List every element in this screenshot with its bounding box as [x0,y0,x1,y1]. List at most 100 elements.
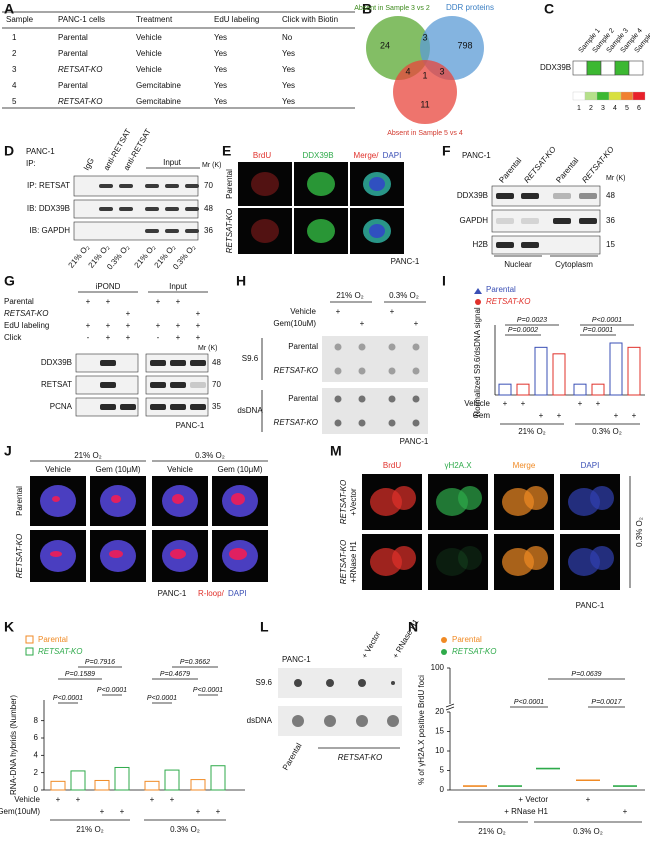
row-label: RETSAT-KO [339,480,348,524]
label: 0.3% O₂ [573,827,603,836]
dot [388,419,396,427]
sign: + [521,399,526,408]
p-value: P=0.0023 [517,317,547,324]
band [579,193,597,199]
band [190,382,206,388]
venn-set: Absent in Sample 3 vs 2 [354,5,430,12]
nucleus [458,486,482,510]
line-label: RETSAT-KO [274,366,318,375]
dot [412,367,420,375]
dot [388,395,396,403]
panel-letter: G [4,273,15,289]
sign: + [106,297,111,306]
y-tick-label: 6 [34,733,39,742]
sign: + [360,319,365,328]
label: PANC-1 [400,437,429,446]
legend-marker [25,647,34,656]
nucleus [590,546,614,570]
column-label: γH2A.X [444,461,472,470]
y-tick-label: 0 [34,785,39,794]
blot-label: GAPDH [460,216,489,225]
r-loop [170,549,186,559]
sign: + [126,321,131,330]
band [150,360,166,366]
nucleus [436,548,468,576]
table-cell: Yes [282,81,295,90]
legend-marker [441,637,447,643]
venn-count: 4 [405,66,410,76]
row-label: RETSAT-KO [225,209,234,253]
band [165,207,179,211]
blot-label: IP: RETSAT [27,181,70,190]
sign: + [126,333,131,342]
y-axis-label: % of γH2A.X positive BrdU foci [417,675,426,785]
table-cell: No [282,33,293,42]
blot [73,221,199,241]
bar [144,780,160,791]
blot [73,175,199,197]
label: Merge/ [354,151,380,160]
venn-count: 11 [420,99,429,109]
lane-label: RETSAT-KO [338,753,382,762]
blot [491,235,601,255]
dot-blot [322,336,428,382]
sign: + [86,297,91,306]
mw-label: 48 [212,358,221,367]
table-cell: Yes [282,97,295,106]
colorbar [572,91,586,101]
dot [358,343,366,351]
band [521,218,539,224]
table-cell: Parental [58,49,88,58]
blot-label: dsDNA [237,406,263,415]
table-header: Treatment [136,15,173,24]
table-cell: Vehicle [136,49,162,58]
dot [326,679,334,687]
sign: + [156,321,161,330]
table-header: Sample [6,15,34,24]
sign: + [156,297,161,306]
legend-marker [441,649,447,655]
p-value: P<0.0001 [193,687,223,694]
dot [334,367,342,375]
stain-label: R-loop/ [198,589,225,598]
condition-label: Vehicle [290,307,316,316]
p-value: P=0.7916 [85,659,115,666]
table-cell: 3 [12,65,17,74]
nucleus [251,172,279,196]
dot [334,343,342,351]
label: PANC-1 [576,601,605,610]
label: DAPI [383,151,402,160]
sign: - [157,333,160,342]
row-label: RETSAT-KO [339,540,348,584]
y-tick-label: 4 [34,750,39,759]
panel-letter: B [362,1,372,17]
condition-label: Gem [473,411,491,420]
band [496,193,514,199]
nucleus [392,486,416,510]
label: iPOND [96,282,121,291]
panel-letter: F [442,143,451,159]
panel-letter: L [260,619,269,635]
label: Input [169,282,188,291]
label: BrdU [253,151,271,160]
p-value: P<0.0001 [147,695,177,702]
p-value: P=0.3662 [180,659,210,666]
condition-label: Parental [4,297,34,306]
y-tick-label: 2 [34,768,39,777]
bar [70,770,86,791]
column-label: BrdU [383,461,401,470]
table-cell: Yes [214,81,227,90]
y-tick-label: 100 [431,663,445,672]
column-label: Vehicle [167,465,193,474]
band [185,184,199,188]
table-cell: RETSAT-KO [58,97,102,106]
label: PANC-1 [462,151,491,160]
band [190,360,206,366]
label: IP: [26,159,36,168]
label: 21% O₂ [336,291,364,300]
stain-label: DAPI [228,589,247,598]
p-value: P<0.0001 [53,695,83,702]
legend-label: RETSAT-KO [486,297,530,306]
p-value: P<0.0001 [592,317,622,324]
panel-letter: J [4,443,12,459]
